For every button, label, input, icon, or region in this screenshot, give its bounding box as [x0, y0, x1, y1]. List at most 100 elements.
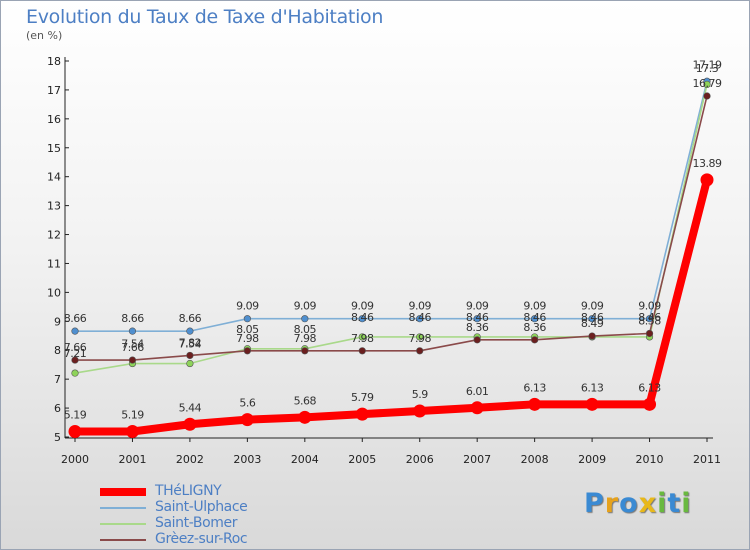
data-point: [243, 347, 251, 355]
data-point: [703, 92, 711, 100]
data-label: 5.6: [239, 397, 255, 410]
data-label: 6.13: [523, 381, 546, 394]
data-label: 9.09: [581, 300, 604, 313]
data-point: [183, 417, 197, 431]
data-point: [358, 333, 366, 341]
data-label: 16.79: [693, 77, 722, 90]
data-label: 8.36: [523, 321, 546, 334]
data-label: 8.46: [351, 311, 374, 324]
legend-label-saint-ulphace: Saint-Ulphace: [155, 499, 248, 515]
data-point: [186, 359, 194, 368]
data-label: 9.09: [408, 300, 431, 313]
data-label: 7.54: [121, 338, 144, 351]
data-label: 8.49: [581, 317, 604, 330]
data-point: [71, 356, 79, 364]
data-label: 8.58: [638, 314, 661, 327]
x-tick-label: 2001: [118, 453, 146, 466]
data-label: 9.09: [466, 300, 489, 313]
data-label: 9.09: [523, 300, 546, 313]
chart-subtitle: (en %): [26, 29, 63, 42]
data-label: 7.66: [121, 341, 144, 354]
data-point: [186, 327, 194, 335]
data-point: [700, 173, 714, 187]
data-label: 8.66: [121, 312, 144, 325]
data-point: [186, 351, 194, 360]
data-point: [358, 315, 366, 323]
proxiti-logo: Proxiti: [584, 488, 692, 519]
x-tick-label: 2008: [521, 453, 549, 466]
data-label: 7.98: [351, 332, 374, 345]
data-label: 5.68: [294, 394, 317, 407]
data-label: 7.98: [408, 332, 431, 345]
data-label: 5.19: [64, 409, 87, 422]
x-tick-label: 2004: [291, 453, 319, 466]
legend-label-greez-sur-roc: Grèez-sur-Roc: [155, 531, 248, 547]
data-point: [643, 397, 657, 411]
data-label: 8.46: [523, 311, 546, 324]
data-label: 8.66: [64, 312, 87, 325]
data-label: 17.3: [696, 62, 719, 75]
data-point: [416, 347, 424, 355]
data-point: [355, 407, 369, 421]
x-tick-label: 2003: [233, 453, 261, 466]
series-line: [74, 95, 708, 361]
y-tick-label: 5: [54, 431, 61, 444]
y-tick-label: 7: [54, 373, 61, 386]
y-tick-label: 16: [47, 113, 61, 126]
data-label: 8.05: [294, 323, 317, 336]
data-label: 6.13: [581, 381, 604, 394]
y-tick-label: 9: [54, 315, 61, 328]
data-label: 7.66: [64, 341, 87, 354]
x-tick-label: 2005: [348, 453, 376, 466]
data-label: 5.79: [351, 391, 374, 404]
data-point: [243, 315, 251, 323]
logo-letter: o: [619, 488, 639, 519]
series-layer: [68, 77, 714, 439]
data-label: 6.13: [638, 381, 661, 394]
data-point: [528, 397, 542, 411]
data-point: [473, 315, 481, 323]
x-tick-label: 2011: [693, 453, 721, 466]
data-label: 17.19: [693, 58, 722, 71]
data-point: [240, 413, 254, 427]
legend-swatch-greez-sur-roc: [100, 539, 146, 541]
data-label: 8.46: [466, 311, 489, 324]
series-line: [71, 175, 711, 436]
chart-axes: 5 6 7 8 9 10 11 12 13 14 15 16 17 18 2000 2001 2002 2003 2…: [47, 55, 721, 466]
y-tick-label: 12: [47, 229, 61, 242]
data-label: 9.09: [638, 300, 661, 313]
chart-title: Evolution du Taux de Taxe d'Habitation: [26, 6, 384, 28]
data-point: [416, 315, 424, 323]
legend-swatch-saint-ulphace: [100, 507, 146, 509]
data-point: [128, 327, 137, 335]
data-point: [68, 425, 82, 439]
data-point: [473, 336, 481, 344]
x-tick-label: 2007: [463, 453, 491, 466]
data-point: [531, 336, 539, 344]
data-point: [645, 329, 654, 338]
x-tick-label: 2002: [176, 453, 204, 466]
data-label: 8.46: [408, 311, 431, 324]
data-point: [416, 333, 424, 341]
logo-letter: i: [681, 488, 692, 519]
data-label: 8.66: [179, 312, 202, 325]
y-tick-label: 6: [54, 402, 61, 415]
data-point: [128, 356, 137, 364]
y-tick-label: 18: [47, 55, 61, 68]
series-line: [74, 80, 708, 332]
data-point: [301, 347, 309, 355]
data-point: [703, 80, 711, 89]
data-label: 7.98: [236, 332, 259, 345]
data-label: 8.05: [236, 323, 259, 336]
x-tick-label: 2010: [636, 453, 664, 466]
logo-letter: P: [584, 488, 605, 519]
logo-letter: r: [604, 488, 620, 519]
logo-letter: t: [667, 488, 682, 519]
data-point: [125, 425, 139, 439]
data-label: 7.98: [294, 332, 317, 345]
data-label: 6.01: [466, 385, 489, 398]
x-tick-label: 2006: [406, 453, 434, 466]
data-point: [358, 347, 366, 355]
